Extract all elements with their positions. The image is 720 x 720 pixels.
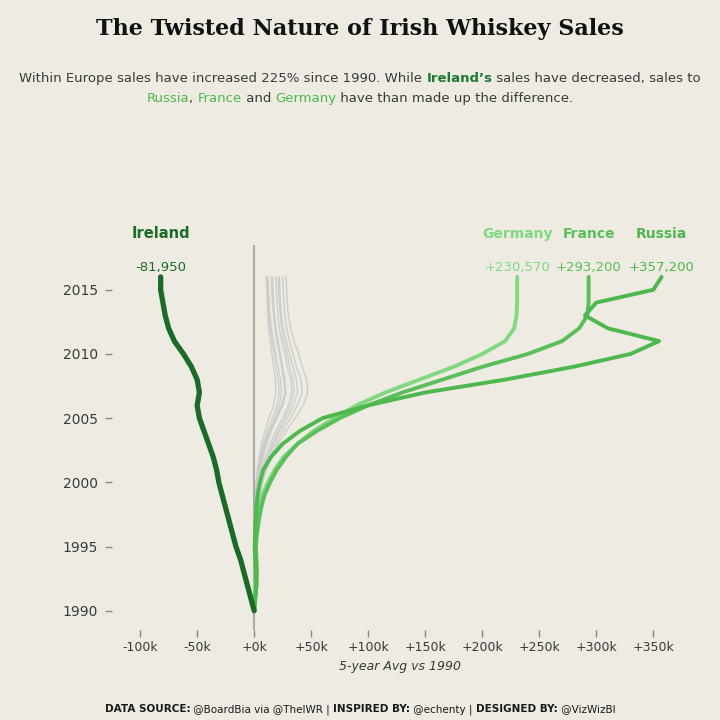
Text: Germany: Germany (482, 228, 552, 241)
Text: @BoardBia via @TheIWR |: @BoardBia via @TheIWR | (190, 704, 333, 715)
Text: Ireland’s: Ireland’s (426, 72, 492, 85)
Text: Within Europe sales have increased 225% since 1990. While: Within Europe sales have increased 225% … (19, 72, 426, 85)
Text: have than made up the difference.: have than made up the difference. (336, 92, 574, 105)
Text: Russia: Russia (636, 228, 687, 241)
Text: and: and (242, 92, 275, 105)
Text: +293,200: +293,200 (556, 261, 621, 274)
Text: ,: , (189, 92, 197, 105)
Text: France: France (562, 228, 615, 241)
Text: DESIGNED BY:: DESIGNED BY: (476, 704, 558, 714)
X-axis label: 5-year Avg vs 1990: 5-year Avg vs 1990 (338, 660, 461, 672)
Text: sales have decreased, sales to: sales have decreased, sales to (492, 72, 701, 85)
Text: @echenty |: @echenty | (410, 704, 476, 715)
Text: -81,950: -81,950 (135, 261, 186, 274)
Text: France: France (197, 92, 242, 105)
Text: +357,200: +357,200 (629, 261, 695, 274)
Text: Ireland: Ireland (131, 226, 190, 241)
Text: Russia: Russia (146, 92, 189, 105)
Text: INSPIRED BY:: INSPIRED BY: (333, 704, 410, 714)
Text: @VizWizBI: @VizWizBI (558, 704, 616, 714)
Text: +230,570: +230,570 (485, 261, 550, 274)
Text: DATA SOURCE:: DATA SOURCE: (104, 704, 190, 714)
Text: Germany: Germany (275, 92, 336, 105)
Text: The Twisted Nature of Irish Whiskey Sales: The Twisted Nature of Irish Whiskey Sale… (96, 18, 624, 40)
